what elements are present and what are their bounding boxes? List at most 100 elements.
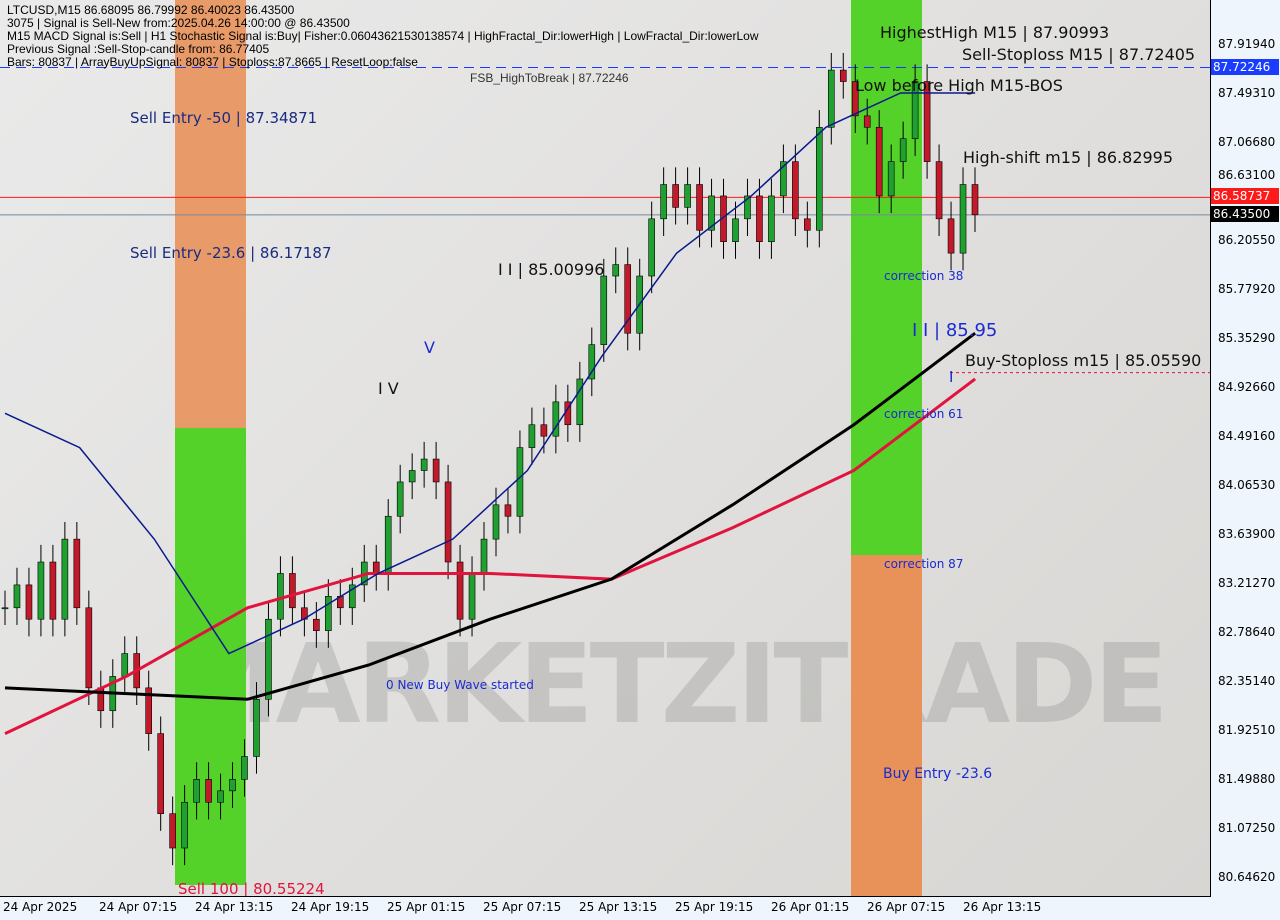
candle-body [947, 218, 955, 254]
y-tick-label: 81.07250 [1218, 821, 1276, 835]
correction-61: correction 61 [884, 407, 964, 421]
price-tag-last: 86.43500 [1211, 206, 1279, 222]
candle-body [396, 481, 404, 517]
candle-body [732, 218, 739, 242]
ma-blue-line [4, 92, 976, 655]
candle-body [384, 515, 392, 574]
x-tick-label: 26 Apr 01:15 [771, 900, 850, 914]
candle-body [624, 264, 632, 334]
y-tick-label: 84.92660 [1218, 380, 1276, 394]
candle-body [516, 447, 524, 517]
header-symbol: LTCUSD,M15 86.68095 86.79992 86.40023 86… [7, 3, 295, 17]
y-tick-label: 87.91940 [1218, 37, 1276, 51]
candle-body [456, 561, 464, 620]
candle-body [804, 218, 811, 231]
candle-body [85, 607, 93, 689]
correction-87: correction 87 [884, 557, 964, 571]
candle-body [253, 698, 260, 757]
x-tick-label: 25 Apr 19:15 [675, 900, 754, 914]
x-tick-label: 25 Apr 01:15 [387, 900, 466, 914]
header-previous-signal: Previous Signal :Sell-Stop-candle from: … [7, 42, 270, 56]
candle-body [839, 69, 847, 82]
candle-body [672, 184, 679, 208]
candle-body [792, 161, 799, 220]
candle-body [348, 584, 356, 609]
high-shift: High-shift m15 | 86.82995 [963, 148, 1174, 167]
wave-iv: I V [378, 379, 399, 398]
x-tick-label: 24 Apr 19:15 [291, 900, 370, 914]
candle-body [816, 126, 823, 231]
candle-body [408, 470, 416, 483]
x-tick-label: 25 Apr 07:15 [483, 900, 562, 914]
wave-ii: I I | 85.95 [912, 320, 998, 341]
y-tick-label: 83.63900 [1218, 527, 1276, 541]
candle-body [25, 584, 33, 620]
ma-black-line [4, 332, 977, 701]
low-before-high: Low before High M15-BOS [855, 76, 1063, 95]
price-tag-sell-stoploss: 87.72246 [1211, 59, 1279, 75]
candle-body [492, 504, 500, 540]
y-tick-label: 81.92510 [1218, 723, 1276, 737]
candle-body [887, 161, 895, 197]
zone-orange-right [851, 555, 922, 896]
sell-zone-orange [175, 0, 246, 428]
candle-body [157, 733, 164, 814]
candle-body [600, 275, 608, 345]
candle-body [875, 126, 883, 197]
candle-body [744, 195, 751, 220]
candle-body [504, 504, 512, 517]
candle-body [552, 401, 560, 437]
candle-body [73, 538, 81, 609]
y-tick-label: 86.20550 [1218, 233, 1276, 247]
candle-body [959, 184, 967, 254]
candle-body [229, 779, 236, 792]
header-overlay: FSB_HighToBreak | 87.72246 [470, 71, 629, 85]
y-tick-label: 81.49880 [1218, 772, 1276, 786]
highest-high: HighestHigh M15 | 87.90993 [880, 23, 1110, 42]
y-tick-label: 85.77920 [1218, 282, 1276, 296]
candle-body [660, 184, 667, 220]
candle-body [193, 779, 200, 803]
candle-body [827, 69, 835, 128]
candle-body [971, 184, 979, 216]
y-tick-label: 83.21270 [1218, 576, 1276, 590]
candle-body [851, 81, 859, 117]
candle-body [1, 607, 9, 610]
candle-body [756, 195, 763, 242]
candle-body [468, 573, 476, 620]
ma-red-line [4, 377, 977, 735]
candle-body [13, 584, 21, 609]
candle-body [181, 801, 188, 849]
sell-entry-50: Sell Entry -50 | 87.34871 [130, 109, 318, 127]
candle-body [911, 81, 919, 140]
candle-body [169, 813, 176, 849]
y-tick-label: 80.64620 [1218, 870, 1276, 884]
sell-stoploss-label: Sell-Stoploss M15 | 87.72405 [962, 45, 1196, 64]
candle-body [37, 561, 45, 620]
chart-plot-area[interactable]: MARKETZITRADE LTCUSD,M15 86.68095 86.799… [0, 0, 1211, 897]
y-tick-label: 85.35290 [1218, 331, 1276, 345]
candle-body [217, 790, 224, 803]
y-tick-label: 82.35140 [1218, 674, 1276, 688]
candle-body [708, 195, 715, 231]
candle-body [696, 184, 703, 231]
watermark: MARKETZITRADE [170, 620, 1169, 748]
candle-body [612, 264, 620, 277]
candle-body [265, 618, 272, 700]
candle-body [145, 687, 153, 734]
candle-body [432, 458, 440, 483]
y-tick-label: 87.49310 [1218, 86, 1276, 100]
candle-body [768, 195, 775, 242]
candle-body [863, 115, 871, 128]
y-tick-label: 84.49160 [1218, 429, 1276, 443]
y-tick-label: 84.06530 [1218, 478, 1276, 492]
candle-body [588, 344, 596, 380]
x-tick-label: 26 Apr 13:15 [963, 900, 1042, 914]
candle-body [61, 538, 69, 620]
candle-body [684, 184, 691, 208]
candle-body [325, 596, 332, 631]
candle-body [444, 481, 452, 563]
wave-v: V [424, 338, 435, 357]
candle-body [780, 161, 787, 197]
sell-100: Sell 100 | 80.55224 [178, 880, 325, 897]
